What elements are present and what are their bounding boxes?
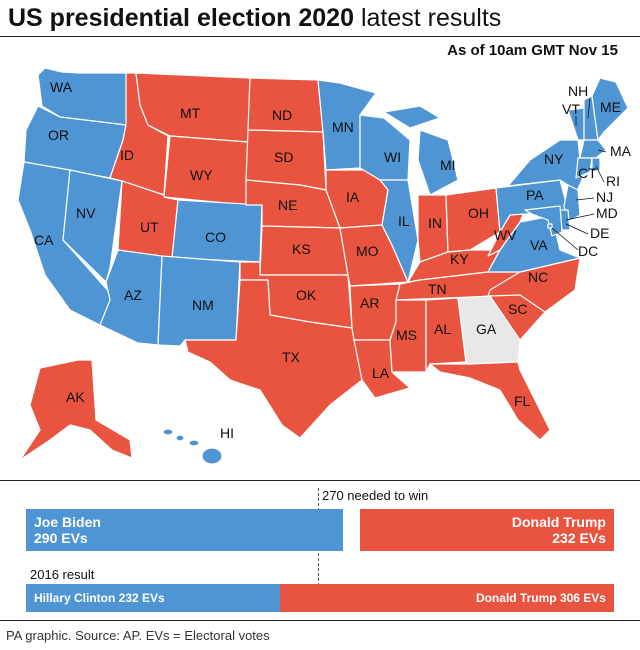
source-note: PA graphic. Source: AP. EVs = Electoral … xyxy=(6,628,270,643)
state-label-OR: OR xyxy=(48,127,69,143)
state-NY[interactable] xyxy=(507,139,583,196)
state-label-WI: WI xyxy=(384,149,401,165)
state-OH[interactable] xyxy=(445,187,501,253)
state-label-MD: MD xyxy=(596,205,618,221)
trump-name: Donald Trump xyxy=(511,514,606,530)
state-label-NJ: NJ xyxy=(596,189,613,205)
state-label-TN: TN xyxy=(428,281,447,297)
state-label-AZ: AZ xyxy=(124,287,142,303)
state-MI-UP[interactable] xyxy=(383,105,441,129)
threshold-label: 270 needed to win xyxy=(322,488,429,503)
state-label-WY: WY xyxy=(190,167,213,183)
state-label-CA: CA xyxy=(34,232,54,248)
state-DC[interactable] xyxy=(547,223,553,229)
biden-evs: 290 EVs xyxy=(34,530,88,546)
state-label-VA: VA xyxy=(530,237,548,253)
state-label-NC: NC xyxy=(528,269,548,285)
bar-trump-2016: Donald Trump 306 EVs xyxy=(279,584,614,612)
clinton-label: Hillary Clinton 232 EVs xyxy=(34,591,165,605)
state-label-DC: DC xyxy=(578,243,598,259)
state-label-MI: MI xyxy=(440,157,456,173)
bar-trump-2020: Donald Trump 232 EVs xyxy=(360,509,614,551)
state-label-MT: MT xyxy=(180,105,201,121)
state-WI[interactable] xyxy=(359,114,411,181)
state-MA[interactable] xyxy=(579,139,607,159)
trump-2016-label: Donald Trump 306 EVs xyxy=(475,591,606,605)
state-FL[interactable] xyxy=(429,361,551,441)
leader-lines xyxy=(551,97,607,251)
state-AK[interactable] xyxy=(19,359,133,461)
state-label-AK: AK xyxy=(66,389,85,405)
title-light: latest results xyxy=(360,4,502,32)
state-label-IL: IL xyxy=(398,213,410,229)
title-bold: US presidential election 2020 xyxy=(8,4,354,32)
state-label-FL: FL xyxy=(514,393,531,409)
map-labels: WA OR CA NV ID MT WY UT CO AZ NM ND SD N… xyxy=(34,79,632,441)
state-RI[interactable] xyxy=(591,157,601,173)
label-2016: 2016 result xyxy=(30,567,95,582)
state-label-ID: ID xyxy=(120,147,134,163)
state-MI[interactable] xyxy=(417,129,459,196)
state-CT[interactable] xyxy=(575,157,593,179)
state-label-ND: ND xyxy=(272,107,292,123)
us-map: WA OR CA NV ID MT WY UT CO AZ NM ND SD N… xyxy=(17,67,632,465)
state-label-OH: OH xyxy=(468,205,489,221)
map-rule xyxy=(0,480,640,481)
bar-clinton-2016: Hillary Clinton 232 EVs xyxy=(26,584,280,612)
state-label-VT: VT xyxy=(562,101,580,117)
state-label-KY: KY xyxy=(450,251,469,267)
state-label-AR: AR xyxy=(360,295,379,311)
state-IL[interactable] xyxy=(379,179,419,283)
state-TX[interactable] xyxy=(184,279,363,439)
state-label-SC: SC xyxy=(508,301,527,317)
state-label-NV: NV xyxy=(76,205,96,221)
state-HI[interactable] xyxy=(162,428,223,465)
state-label-MO: MO xyxy=(356,243,379,259)
state-label-SD: SD xyxy=(274,149,293,165)
state-ND[interactable] xyxy=(247,77,324,133)
state-label-NE: NE xyxy=(278,197,297,213)
state-label-LA: LA xyxy=(372,365,390,381)
state-label-TX: TX xyxy=(282,349,301,365)
state-label-RI: RI xyxy=(606,173,620,189)
state-label-IN: IN xyxy=(428,215,442,231)
state-label-WA: WA xyxy=(50,79,73,95)
state-label-PA: PA xyxy=(526,187,544,203)
state-label-GA: GA xyxy=(476,321,497,337)
state-label-DE: DE xyxy=(590,225,609,241)
page-title: US presidential election 2020 latest res… xyxy=(8,4,501,33)
state-label-CT: CT xyxy=(578,165,597,181)
state-label-ME: ME xyxy=(600,99,621,115)
state-label-AL: AL xyxy=(434,321,451,337)
state-label-WV: WV xyxy=(494,227,517,243)
state-label-MS: MS xyxy=(396,327,417,343)
state-label-HI: HI xyxy=(220,425,234,441)
state-label-MA: MA xyxy=(610,143,632,159)
state-label-UT: UT xyxy=(140,219,159,235)
state-VA[interactable] xyxy=(487,215,581,273)
state-label-IA: IA xyxy=(346,189,360,205)
trump-evs: 232 EVs xyxy=(552,530,606,546)
state-label-KS: KS xyxy=(292,241,311,257)
as-of-timestamp: As of 10am GMT Nov 15 xyxy=(447,42,618,59)
state-label-NY: NY xyxy=(544,151,564,167)
state-AL[interactable] xyxy=(425,297,467,373)
state-NC[interactable] xyxy=(487,257,581,313)
title-rule xyxy=(0,36,640,37)
state-label-NM: NM xyxy=(192,297,214,313)
state-label-OK: OK xyxy=(296,287,317,303)
state-label-MN: MN xyxy=(332,119,354,135)
biden-name: Joe Biden xyxy=(34,514,101,530)
state-label-CO: CO xyxy=(205,229,226,245)
footer-rule xyxy=(0,620,640,621)
state-label-NH: NH xyxy=(568,83,588,99)
bar-biden-2020: Joe Biden 290 EVs xyxy=(26,509,343,551)
